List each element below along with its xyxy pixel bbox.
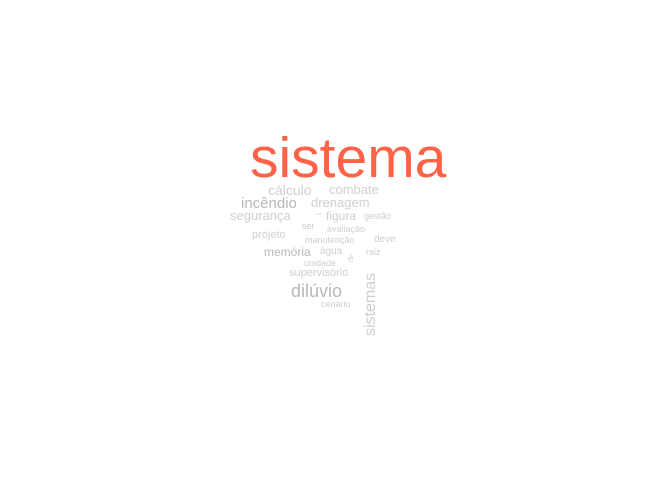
word-seguranca: segurança — [230, 208, 291, 223]
word-cenario: cenário — [321, 299, 351, 309]
word-memoria: memória — [264, 245, 311, 259]
word-unidade: unidade — [304, 258, 337, 268]
word-supervisorio: supervisório — [289, 267, 349, 279]
word-avaliacao: avaliação — [327, 224, 366, 234]
word-diluvio: dilúvio — [291, 281, 343, 301]
word-sistema: sistema — [250, 126, 447, 190]
word-incendio: incêndio — [241, 195, 297, 212]
word-gestao: gestão — [364, 211, 392, 221]
word-sistemas: sistemas — [362, 272, 379, 336]
word-drenagem: drenagem — [311, 195, 370, 210]
word-dash: – — [316, 208, 323, 220]
word-calculo: cálculo — [268, 182, 312, 198]
word-raiz: raiz — [366, 247, 381, 257]
word-figura: figura — [326, 209, 357, 223]
word-ser: ser — [302, 221, 315, 231]
word-deve: deve — [374, 234, 396, 245]
word-manutencao: manutenção — [305, 235, 355, 245]
word-combate: combate — [329, 182, 379, 197]
word-projeto: projeto — [252, 229, 286, 241]
word-e: é — [348, 254, 354, 265]
word-agua: água — [320, 246, 343, 257]
